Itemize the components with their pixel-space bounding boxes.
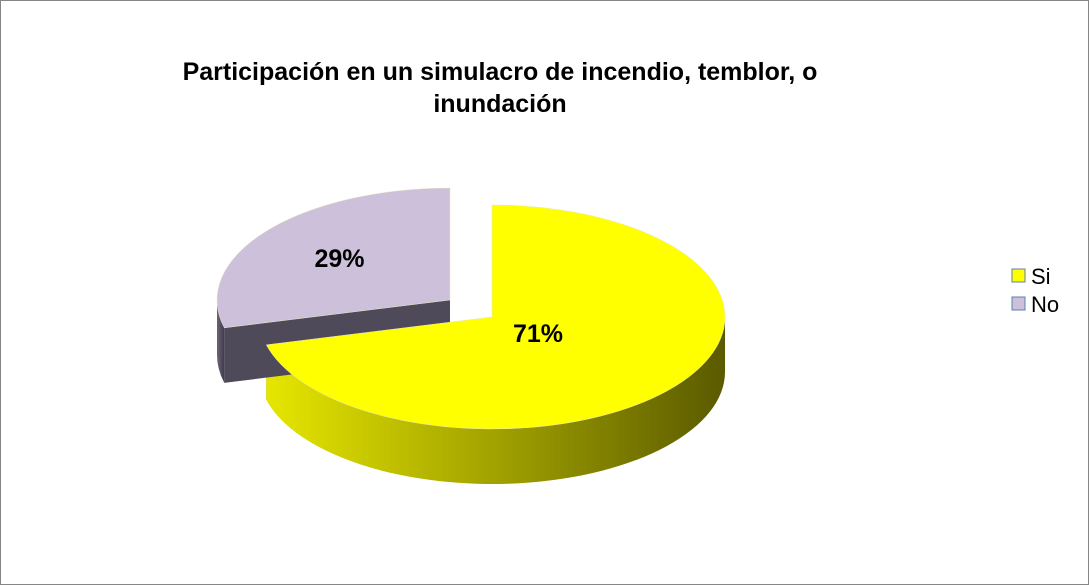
chart-title: Participación en un simulacro de incendi… bbox=[182, 58, 818, 118]
legend-swatch bbox=[1011, 268, 1026, 283]
slice bbox=[265, 204, 726, 430]
data-label: 29% bbox=[315, 245, 365, 273]
slice-side bbox=[266, 317, 725, 484]
data-label: 71% bbox=[513, 320, 563, 348]
legend-swatch bbox=[1011, 296, 1026, 311]
legend-label: Si bbox=[1031, 264, 1051, 289]
slice bbox=[216, 187, 451, 329]
slice-side bbox=[217, 300, 225, 383]
legend-label: No bbox=[1031, 292, 1059, 317]
